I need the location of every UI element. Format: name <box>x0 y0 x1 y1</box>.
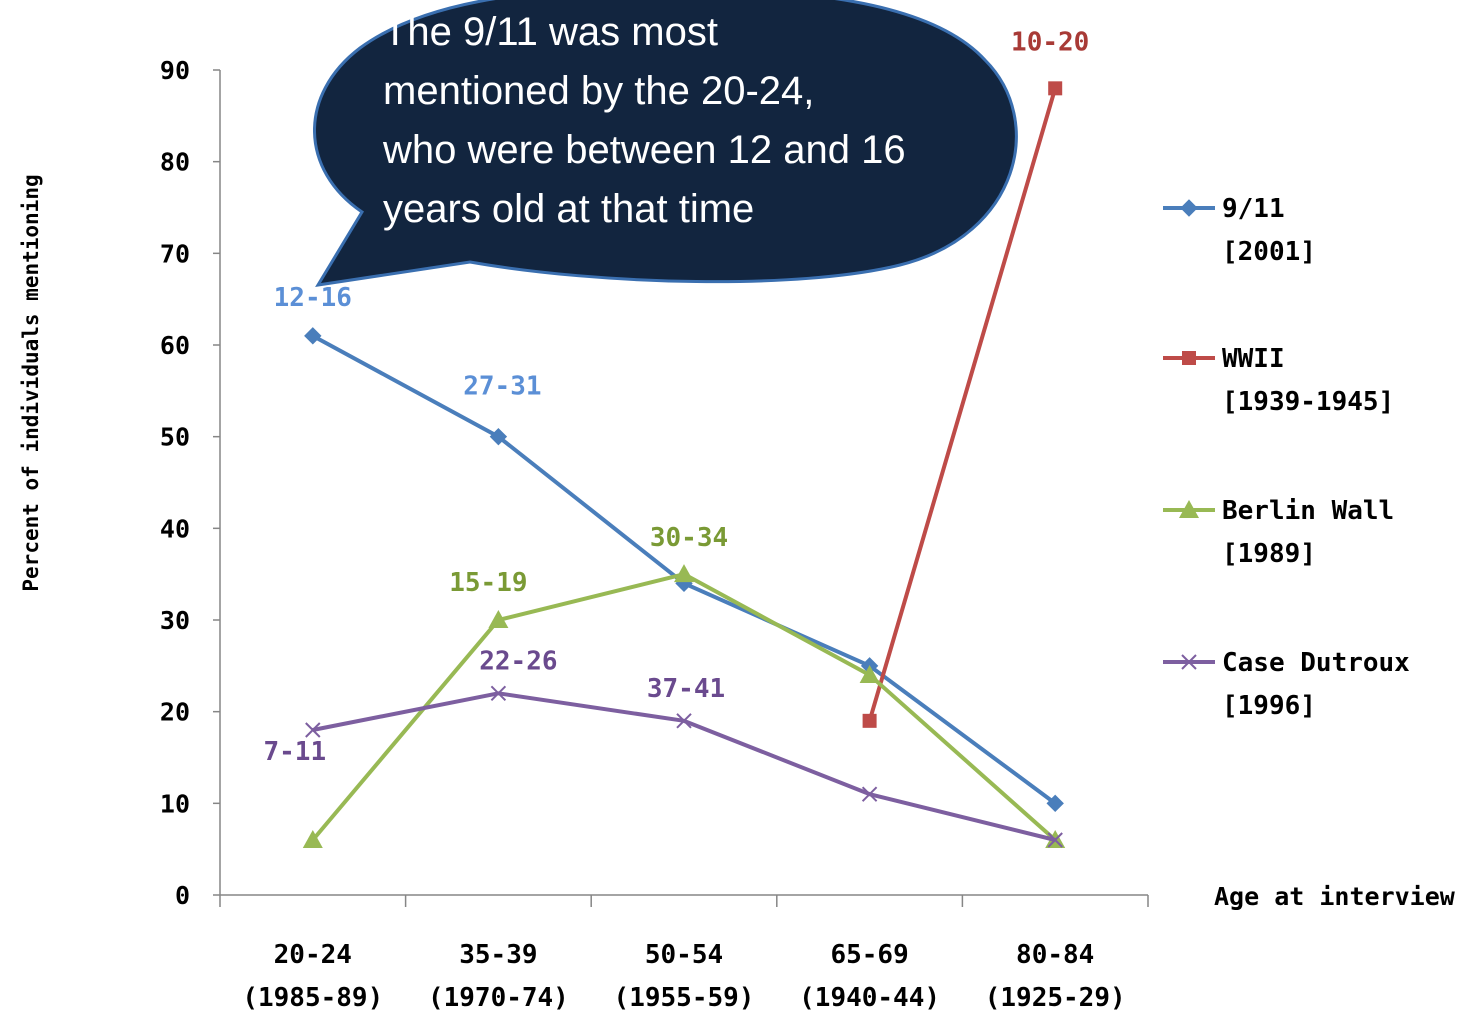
y-ticks: 0 10 20 30 40 50 60 70 80 90 <box>160 56 220 910</box>
data-point <box>302 830 323 848</box>
y-tick-label: 60 <box>160 331 190 360</box>
x-axis-title: Age at interview <box>1214 882 1456 911</box>
legend-item: Berlin Wall [1989] <box>1163 496 1394 569</box>
axes <box>219 70 1148 896</box>
x-tick-sublabel: (1940-44) <box>799 983 940 1013</box>
y-tick-label: 70 <box>160 239 190 268</box>
data-point <box>1046 794 1064 813</box>
legend-swatch-marker <box>1179 500 1199 518</box>
callout-line: years old at that time <box>383 187 754 231</box>
data-point <box>305 722 321 738</box>
x-tick-label: 35-39 <box>459 940 537 970</box>
y-tick-label: 10 <box>160 789 190 818</box>
callout-bubble <box>313 0 1018 287</box>
data-label: 15-19 <box>449 568 527 598</box>
x-tick-sublabel: (1955-59) <box>614 983 755 1013</box>
data-point <box>859 665 880 683</box>
series-wwii <box>862 81 1063 728</box>
callout-line: who were between 12 and 16 <box>382 128 906 172</box>
data-point <box>488 610 509 628</box>
legend-swatch-marker <box>1180 199 1198 217</box>
legend-label: WWII <box>1222 344 1285 374</box>
data-label: 37-41 <box>647 674 725 704</box>
data-point <box>862 713 877 728</box>
legend-swatch-marker <box>1182 351 1196 365</box>
series-9-11 <box>304 327 1064 813</box>
data-label: 10-20 <box>1011 27 1089 57</box>
legend-sublabel: [1939-1945] <box>1222 387 1394 417</box>
legend-label: Berlin Wall <box>1222 496 1394 526</box>
data-point <box>1048 81 1063 96</box>
legend-label: Case Dutroux <box>1222 648 1410 678</box>
legend-sublabel: [1996] <box>1222 691 1316 721</box>
data-point <box>861 786 878 802</box>
y-axis-title: Percent of individuals mentioning <box>19 174 43 591</box>
y-tick-label: 80 <box>160 148 190 177</box>
data-label: 7-11 <box>263 737 326 767</box>
data-point <box>676 713 692 729</box>
series-case-dutroux <box>305 685 1063 848</box>
legend-label: 9/11 <box>1222 194 1285 224</box>
x-tick-label: 65-69 <box>830 940 908 970</box>
data-point <box>304 327 322 345</box>
legend-item: Case Dutroux [1996] <box>1163 648 1410 721</box>
legend-item: 9/11 [2001] <box>1163 194 1316 267</box>
series-line <box>312 691 1056 842</box>
series-line <box>867 87 1058 722</box>
legend-swatch-marker <box>1181 654 1197 670</box>
callout-text: The 9/11 was most mentioned by the 20-24,… <box>382 10 906 231</box>
data-point <box>674 564 694 583</box>
annotation-callout: The 9/11 was most mentioned by the 20-24,… <box>313 0 1018 287</box>
callout-line: mentioned by the 20-24, <box>383 69 814 113</box>
x-tick-label: 80-84 <box>1016 940 1094 970</box>
legend-sublabel: [2001] <box>1222 237 1316 267</box>
x-tick-label: 50-54 <box>645 940 723 970</box>
data-label: 22-26 <box>479 646 557 676</box>
x-tick-sublabel: (1985-89) <box>242 983 383 1013</box>
data-point <box>490 685 507 702</box>
data-label: 30-34 <box>650 523 728 553</box>
y-tick-label: 40 <box>160 514 190 543</box>
legend-sublabel: [1989] <box>1222 539 1316 569</box>
y-tick-label: 0 <box>175 881 190 910</box>
series-berlin-wall <box>302 564 1066 848</box>
y-tick-label: 90 <box>160 56 190 85</box>
y-tick-label: 50 <box>160 423 190 452</box>
x-ticks: 20-24 (1985-89) 35-39 (1970-74) 50-54 (1955-5… <box>219 895 1149 1013</box>
data-label: 12-16 <box>274 283 352 313</box>
data-point <box>1047 832 1063 848</box>
legend: 9/11 [2001] WWII [1939-1945] Berlin Wall [198… <box>1163 194 1410 721</box>
x-tick-sublabel: (1925-29) <box>985 983 1126 1013</box>
y-tick-label: 30 <box>160 606 190 635</box>
point-labels: 12-16 27-31 10-20 15-19 30-34 7-11 22-26 37-41 <box>263 27 1089 767</box>
data-label: 27-31 <box>463 372 541 402</box>
y-tick-label: 20 <box>160 698 190 727</box>
x-tick-label: 20-24 <box>274 940 352 970</box>
legend-item: WWII [1939-1945] <box>1163 344 1394 417</box>
x-tick-sublabel: (1970-74) <box>428 983 569 1013</box>
data-point <box>489 427 508 446</box>
callout-line: The 9/11 was most <box>383 10 718 54</box>
series-layer <box>302 81 1066 848</box>
